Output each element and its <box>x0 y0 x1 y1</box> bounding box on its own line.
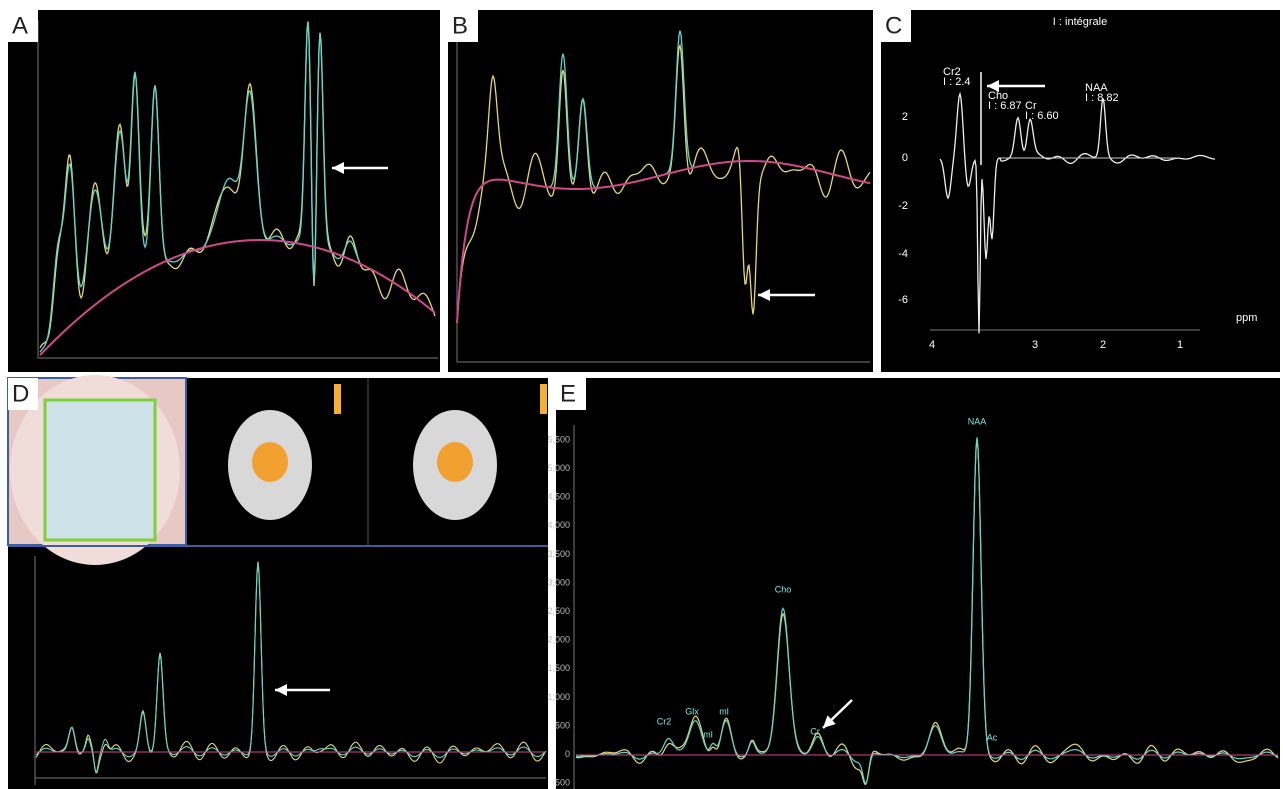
panel-label: A <box>12 12 28 39</box>
voxel-grid <box>45 400 155 540</box>
y-tick-label: -2 <box>898 200 908 212</box>
y-tick-label: 3,000 <box>547 577 570 587</box>
color-scale <box>540 384 547 414</box>
panel-label: D <box>12 380 29 407</box>
peak-label: Cr2 <box>657 716 672 726</box>
peak-label: ml <box>703 729 713 739</box>
peak-label: Cr <box>810 726 820 736</box>
panel-label: E <box>560 380 576 407</box>
x-tick-label: 2 <box>1100 339 1106 351</box>
peak-integral: I : 8.82 <box>1085 92 1119 104</box>
color-scale <box>334 384 341 414</box>
y-tick-label: 0 <box>902 152 908 164</box>
y-tick-label: 2,000 <box>547 635 570 645</box>
y-tick-label: 1,000 <box>547 692 570 702</box>
y-tick-label: 4,500 <box>547 492 570 502</box>
axis-label: ppm <box>1236 312 1257 324</box>
x-tick-label: 4 <box>929 339 935 351</box>
y-tick-label: 4,000 <box>547 520 570 530</box>
y-tick-label: 0 <box>565 749 570 759</box>
y-tick-label: 1,500 <box>547 663 570 673</box>
y-tick-label: -500 <box>552 778 570 788</box>
peak-label: Ac <box>987 732 998 742</box>
peak-label: ml <box>719 706 729 716</box>
x-tick-label: 3 <box>1032 339 1038 351</box>
panel-label: B <box>452 12 468 39</box>
metabolite-map <box>252 442 288 482</box>
peak-label: Glx <box>685 706 699 716</box>
panel-c-bg <box>881 10 1280 372</box>
x-tick-label: 1 <box>1177 339 1183 351</box>
panel-label: C <box>885 12 902 39</box>
panel-title: I : intégrale <box>1053 16 1107 28</box>
metabolite-map <box>437 442 473 482</box>
y-tick-label: 5,500 <box>547 434 570 444</box>
peak-integral: I : 2.4 <box>943 76 971 88</box>
y-tick-label: 5,000 <box>547 463 570 473</box>
peak-label: Cho <box>775 584 792 594</box>
y-tick-label: 500 <box>555 720 570 730</box>
peak-integral: I : 6.60 <box>1025 110 1059 122</box>
figure: 2 0 -2 -4 -6 4 3 2 1 Cr2 I : 2.4 Cho I : 6.87 Cr I : 6… <box>0 0 1283 789</box>
peak-label: NAA <box>968 416 987 426</box>
y-tick-label: 2 <box>902 111 908 123</box>
y-tick-label: -6 <box>898 294 908 306</box>
y-tick-label: 3,500 <box>547 549 570 559</box>
y-tick-label: -4 <box>898 248 908 260</box>
y-tick-label: 2,500 <box>547 606 570 616</box>
peak-integral: I : 6.87 <box>988 100 1022 112</box>
panel-e-bg <box>556 378 1280 789</box>
